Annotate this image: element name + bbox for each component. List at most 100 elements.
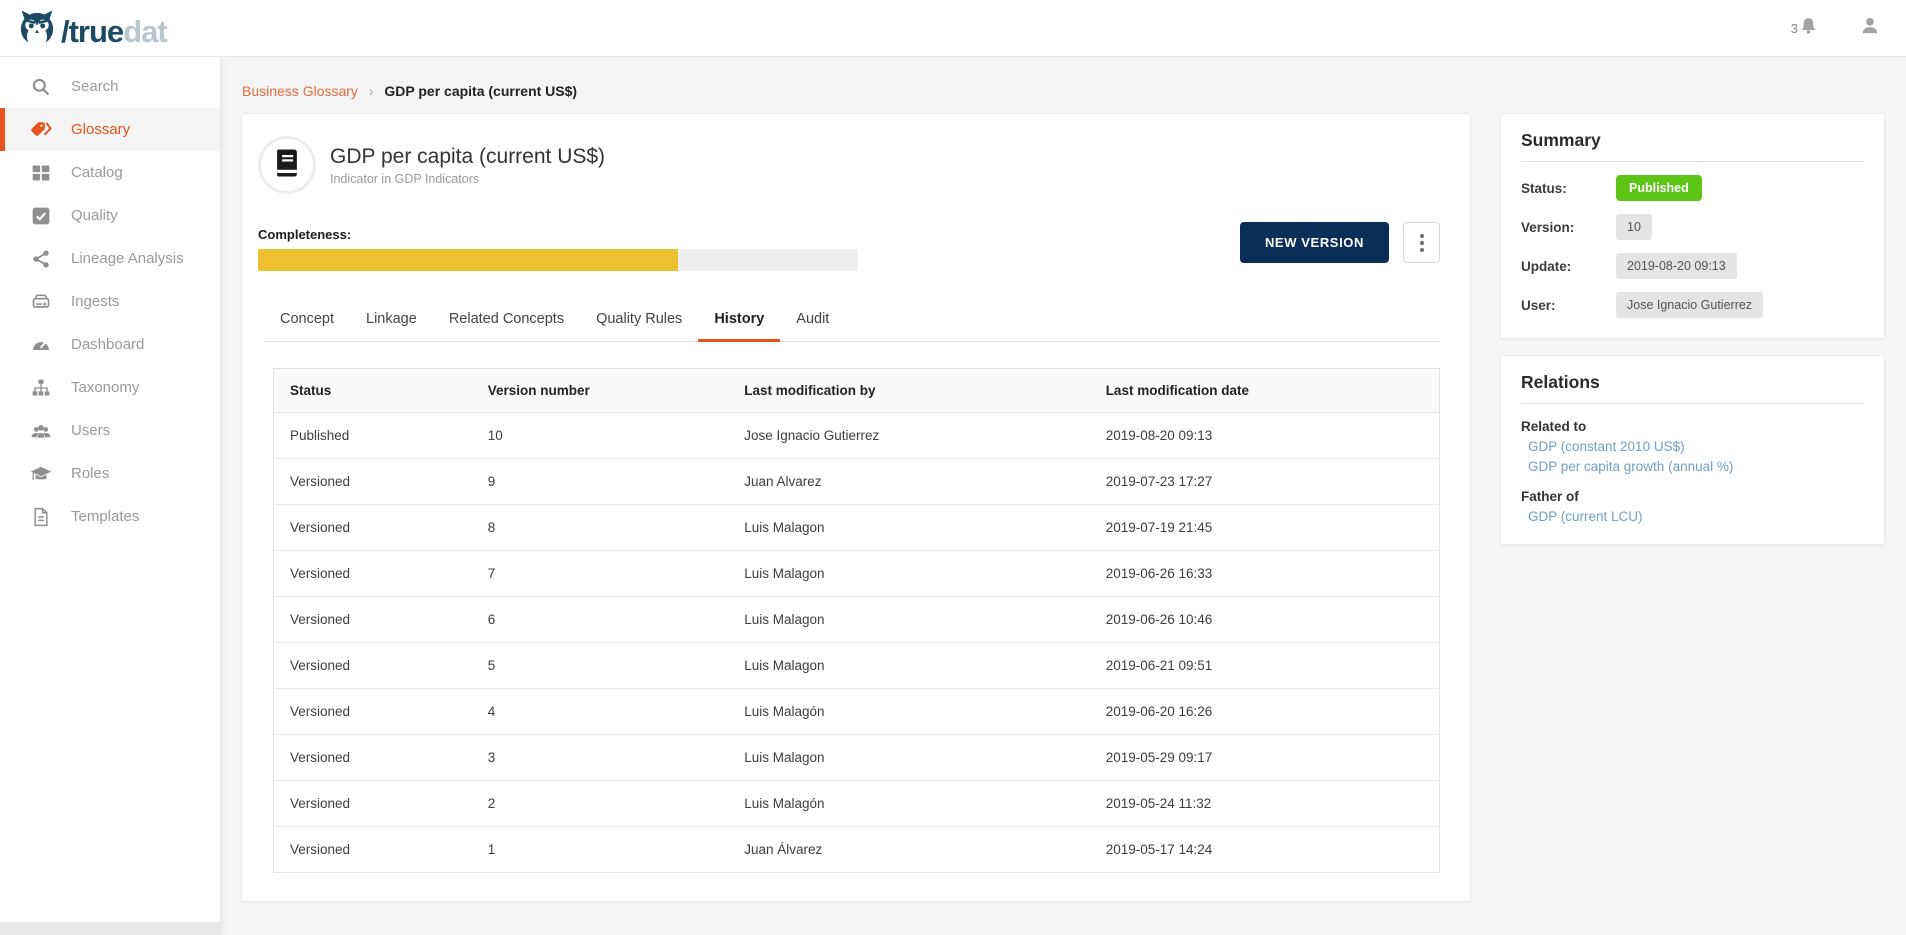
logo-text: /truedat [61, 13, 168, 49]
table-row[interactable]: Versioned 3 Luis Malagon 2019-05-29 09:1… [273, 734, 1440, 781]
column-header-by: Last modification by [728, 368, 1090, 413]
tab-bar: Concept Linkage Related Concepts Quality… [264, 301, 1440, 342]
tab-quality-rules[interactable]: Quality Rules [596, 311, 683, 327]
table-row[interactable]: Versioned 1 Juan Álvarez 2019-05-17 14:2… [290, 842, 1213, 857]
book-icon [272, 147, 302, 184]
sidebar-item-catalog[interactable]: Catalog [0, 151, 220, 194]
gauge-icon [30, 334, 52, 356]
relation-link[interactable]: GDP per capita growth (annual %) [1528, 459, 1734, 474]
notification-count-badge: 3 [1790, 21, 1798, 36]
table-row[interactable]: Versioned 4 Luis Malagón 2019-06-20 16:2… [273, 688, 1440, 735]
main-content: Business Glossary › GDP per capita (curr… [220, 57, 1906, 935]
version-badge: 10 [1616, 214, 1652, 240]
sidebar-item-label: Lineage Analysis [71, 250, 184, 267]
more-actions-button[interactable] [1403, 222, 1440, 263]
breadcrumb-link-business-glossary[interactable]: Business Glossary [242, 83, 358, 99]
table-row[interactable]: Versioned 2 Luis Malagón 2019-05-24 11:3… [273, 780, 1440, 827]
table-row[interactable]: Versioned 9 Juan Alvarez 2019-07-23 17:2… [273, 458, 1440, 505]
column-header-status: Status [273, 368, 472, 413]
sidebar-item-label: Users [71, 422, 111, 439]
table-row[interactable]: Published 10 Jose Ignacio Gutierrez 2019… [273, 412, 1440, 459]
sidebar-item-roles[interactable]: Roles [0, 452, 220, 495]
graduation-cap-icon [30, 463, 52, 485]
related-to-label: Related to [1521, 419, 1587, 434]
update-label: Update: [1521, 258, 1572, 274]
breadcrumb: Business Glossary › GDP per capita (curr… [220, 57, 1906, 99]
sidebar-item-label: Search [71, 78, 119, 95]
bell-icon [1799, 16, 1818, 41]
history-table: Status Version number Last modification … [273, 368, 1440, 873]
relation-link[interactable]: GDP (constant 2010 US$) [1528, 439, 1685, 454]
grid-icon [30, 162, 52, 184]
sidebar-item-ingests[interactable]: Ingests [0, 280, 220, 323]
sidebar: Search Glossary Catalog Quality [0, 57, 220, 935]
completeness-fill [258, 249, 678, 271]
sidebar-item-label: Quality [71, 207, 118, 224]
sidebar-item-label: Templates [71, 508, 140, 525]
tab-history[interactable]: History [698, 301, 781, 342]
relations-panel: Relations Related to GDP (constant 2010 … [1500, 355, 1885, 545]
tab-concept[interactable]: Concept [280, 311, 335, 327]
table-header-row: Status Version number Last modification … [273, 368, 1440, 413]
sidebar-item-dashboard[interactable]: Dashboard [0, 323, 220, 366]
sidebar-item-glossary[interactable]: Glossary [0, 108, 220, 151]
status-label: Status: [1521, 180, 1567, 196]
user-menu-button[interactable] [1860, 16, 1880, 41]
breadcrumb-current: GDP per capita (current US$) [384, 83, 578, 99]
tag-icon [30, 119, 52, 141]
sidebar-item-label: Taxonomy [71, 379, 140, 396]
sidebar-item-templates[interactable]: Templates [0, 495, 220, 538]
table-row[interactable]: Versioned 7 Luis Malagon 2019-06-26 16:3… [273, 550, 1440, 597]
tab-linkage[interactable]: Linkage [366, 311, 417, 327]
summary-panel: Summary Status: Published Version: 10 Up… [1500, 113, 1885, 339]
relation-link[interactable]: GDP (current LCU) [1528, 509, 1643, 524]
completeness-bar [258, 249, 858, 271]
right-column: Summary Status: Published Version: 10 Up… [1500, 113, 1885, 561]
topbar: /truedat 3 [0, 0, 1906, 57]
users-icon [30, 420, 52, 442]
concept-type-badge [258, 136, 316, 194]
sidebar-scrollbar[interactable] [0, 922, 220, 935]
status-badge: Published [1616, 175, 1702, 201]
file-icon [30, 506, 52, 528]
share-icon [30, 248, 52, 270]
sitemap-icon [30, 377, 52, 399]
summary-title: Summary [1521, 130, 1864, 162]
version-label: Version: [1521, 219, 1575, 235]
sidebar-item-label: Roles [71, 465, 110, 482]
breadcrumb-separator: › [368, 83, 374, 99]
sidebar-item-label: Dashboard [71, 336, 145, 353]
user-label: User: [1521, 297, 1556, 313]
sidebar-item-taxonomy[interactable]: Taxonomy [0, 366, 220, 409]
father-of-label: Father of [1521, 489, 1579, 504]
sidebar-item-search[interactable]: Search [0, 65, 220, 108]
check-square-icon [30, 205, 52, 227]
update-badge: 2019-08-20 09:13 [1616, 253, 1737, 279]
user-badge: Jose Ignacio Gutierrez [1616, 292, 1764, 318]
table-row[interactable]: Versioned 6 Luis Malagon 2019-06-26 10:4… [273, 596, 1440, 643]
sidebar-item-label: Ingests [71, 293, 120, 310]
sidebar-item-label: Catalog [71, 164, 123, 181]
page-title: GDP per capita (current US$) [330, 144, 606, 168]
new-version-button[interactable]: NEW VERSION [1239, 222, 1389, 263]
sidebar-item-quality[interactable]: Quality [0, 194, 220, 237]
notifications-button[interactable]: 3 [1791, 16, 1818, 41]
sidebar-item-lineage-analysis[interactable]: Lineage Analysis [0, 237, 220, 280]
sidebar-item-label: Glossary [71, 121, 131, 138]
relations-title: Relations [1521, 372, 1864, 404]
tab-related-concepts[interactable]: Related Concepts [448, 311, 565, 327]
tab-audit[interactable]: Audit [796, 311, 830, 327]
table-row[interactable]: Versioned 5 Luis Malagon 2019-06-21 09:5… [273, 642, 1440, 689]
server-icon [30, 291, 52, 313]
truedat-logo[interactable]: /truedat [18, 9, 168, 54]
kebab-icon [1419, 233, 1424, 238]
page-subtitle: Indicator in GDP Indicators [330, 171, 480, 186]
completeness-label: Completeness: [258, 227, 352, 242]
sidebar-item-users[interactable]: Users [0, 409, 220, 452]
column-header-date: Last modification date [1089, 368, 1440, 413]
column-header-version: Version number [471, 368, 729, 413]
concept-card: GDP per capita (current US$) Indicator i… [241, 113, 1471, 902]
table-row[interactable]: Versioned 8 Luis Malagon 2019-07-19 21:4… [273, 504, 1440, 551]
owl-icon [18, 9, 56, 54]
search-icon [30, 76, 52, 98]
